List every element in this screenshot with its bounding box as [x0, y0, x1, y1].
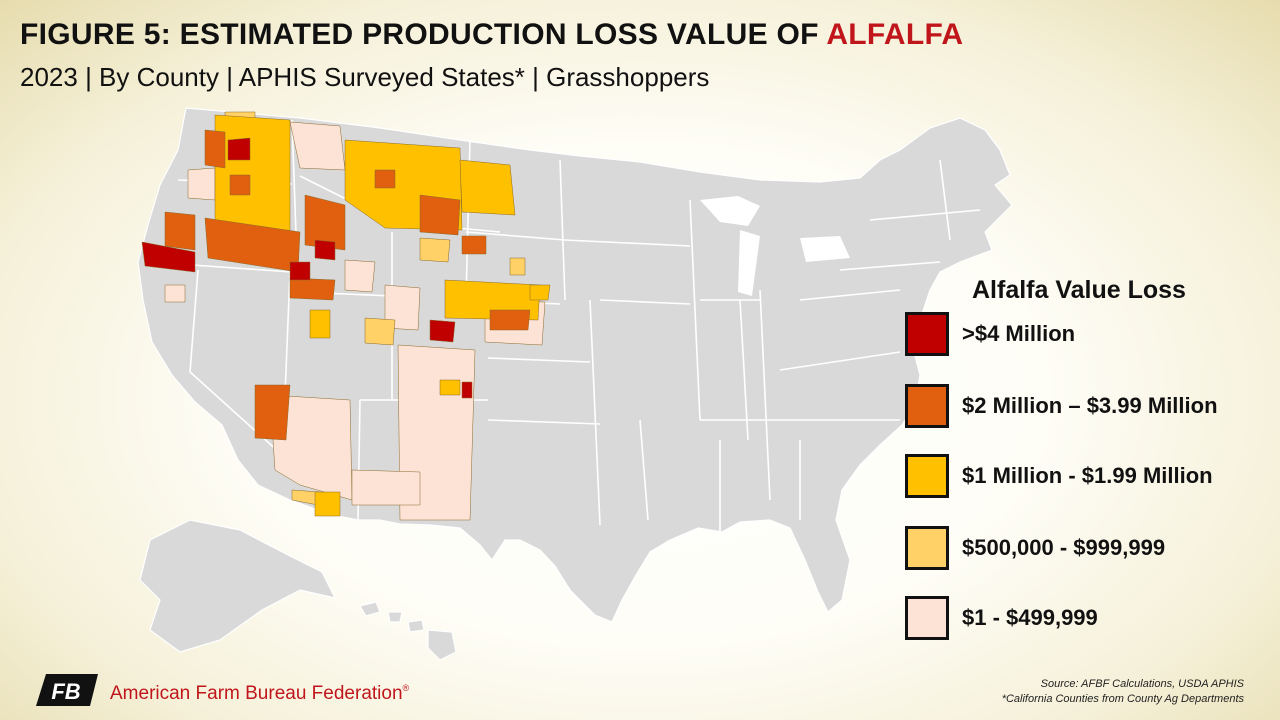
legend-title: Alfalfa Value Loss [972, 276, 1186, 304]
legend-item-2m-4m: $2 Million – $3.99 Million [905, 384, 1270, 434]
legend-swatch-500k-1m [905, 526, 949, 570]
counties-gt4m [141, 137, 473, 399]
legend-label-2m-4m: $2 Million – $3.99 Million [962, 393, 1218, 418]
organization-name-text: American Farm Bureau Federation [110, 683, 403, 704]
legend-item-lt500k: $1 - $499,999 [905, 596, 1270, 646]
legend-label-500k-1m: $500,000 - $999,999 [962, 535, 1166, 560]
great-lakes [700, 196, 850, 296]
legend-swatch-lt500k [905, 596, 949, 640]
legend-label-lt500k: $1 - $499,999 [962, 605, 1098, 630]
legend-item-1m-2m: $1 Million - $1.99 Million [905, 454, 1270, 504]
figure-title: FIGURE 5: ESTIMATED PRODUCTION LOSS VALU… [20, 18, 963, 52]
legend-item-500k-1m: $500,000 - $999,999 [905, 526, 1270, 576]
hawaii-islands [359, 601, 457, 661]
legend-item-gt4m: >$4 Million [905, 312, 1270, 362]
figure-subtitle: 2023 | By County | APHIS Surveyed States… [20, 62, 710, 92]
footnote-line: *California Counties from County Ag Depa… [1001, 693, 1244, 705]
source-line: Source: AFBF Calculations, USDA APHIS [1040, 678, 1244, 690]
figure-title-highlight: ALFALFA [826, 18, 964, 51]
legend-label-gt4m: >$4 Million [962, 321, 1076, 346]
source-note: Source: AFBF Calculations, USDA APHIS *C… [1002, 677, 1244, 707]
registered-mark: ® [402, 683, 410, 693]
county-loss-layer [141, 111, 551, 521]
counties-lt500k [164, 121, 546, 521]
organization-name: American Farm Bureau Federation® [110, 683, 409, 705]
alaska-outline [139, 519, 336, 653]
legend: Alfalfa Value Loss >$4 Million $2 Millio… [900, 276, 1270, 646]
logo-text: FB [51, 679, 80, 704]
farm-bureau-logo-icon: FB [36, 674, 98, 706]
legend-swatch-gt4m [905, 312, 949, 356]
legend-swatch-1m-2m [905, 454, 949, 498]
legend-swatch-2m-4m [905, 384, 949, 428]
figure-title-prefix: FIGURE 5: ESTIMATED PRODUCTION LOSS VALU… [20, 18, 827, 51]
legend-label-1m-2m: $1 Million - $1.99 Million [962, 463, 1213, 488]
